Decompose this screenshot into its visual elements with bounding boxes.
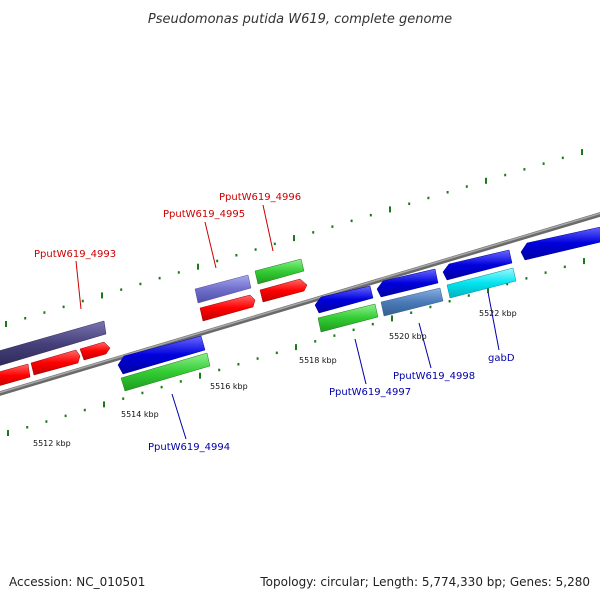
gene-arrow-gabD-up[interactable] [442,249,513,281]
gene-arrow-4994[interactable] [117,335,206,375]
gene-arrow-4997[interactable] [314,285,374,314]
gene-arrow-gabD[interactable] [446,267,517,299]
rna-arrow-4997[interactable] [317,303,379,333]
scale-label-5514: 5514 kbp [121,410,159,419]
gene-label-gabD[interactable]: gabD [488,353,515,364]
genome-backbone [0,212,600,396]
gene-arrow-4998a[interactable] [376,268,439,298]
genome-summary-text: Topology: circular; Length: 5,774,330 bp… [259,575,590,589]
accession-text: Accession: NC_010501 [9,575,145,589]
rna-arrow-4996[interactable] [254,258,305,285]
cds-arrow-4995[interactable] [199,294,256,322]
gene-label-4994[interactable]: PputW619_4994 [148,442,230,453]
scale-label-5516: 5516 kbp [210,382,248,391]
scale-label-5520: 5520 kbp [389,332,427,341]
scale-label-5518: 5518 kbp [299,356,337,365]
gene-arrow-4993[interactable] [0,320,107,367]
scale-label-5522: 5522 kbp [479,309,517,318]
gene-labels: PputW619_4993 PputW619_4995 PputW619_499… [34,192,515,453]
rna-arrow-4994[interactable] [120,352,211,392]
tick-tracks [5,149,585,436]
gene-label-4998[interactable]: PputW619_4998 [393,371,475,382]
scale-label-5512: 5512 kbp [33,439,71,448]
gene-arrow-4995[interactable] [194,274,252,304]
scale-labels: 5512 kbp 5514 kbp 5516 kbp 5518 kbp 5520… [33,309,517,448]
label-leader-lines [75,204,500,440]
gene-arrow-right[interactable] [520,226,600,261]
cds-arrow-4996[interactable] [259,278,308,303]
gene-label-4996[interactable]: PputW619_4996 [219,192,301,203]
gene-label-4995[interactable]: PputW619_4995 [163,209,245,220]
gene-arrow-4998[interactable] [380,287,444,317]
gene-label-4997[interactable]: PputW619_4997 [329,387,411,398]
cds-arrow-4993b[interactable] [79,341,111,361]
cds-arrow-4992[interactable] [0,363,31,387]
gene-features [0,226,600,392]
gene-label-4993[interactable]: PputW619_4993 [34,249,116,260]
map-title: Pseudomonas putida W619, complete genome [148,12,452,27]
cds-arrow-4993[interactable] [30,349,81,376]
